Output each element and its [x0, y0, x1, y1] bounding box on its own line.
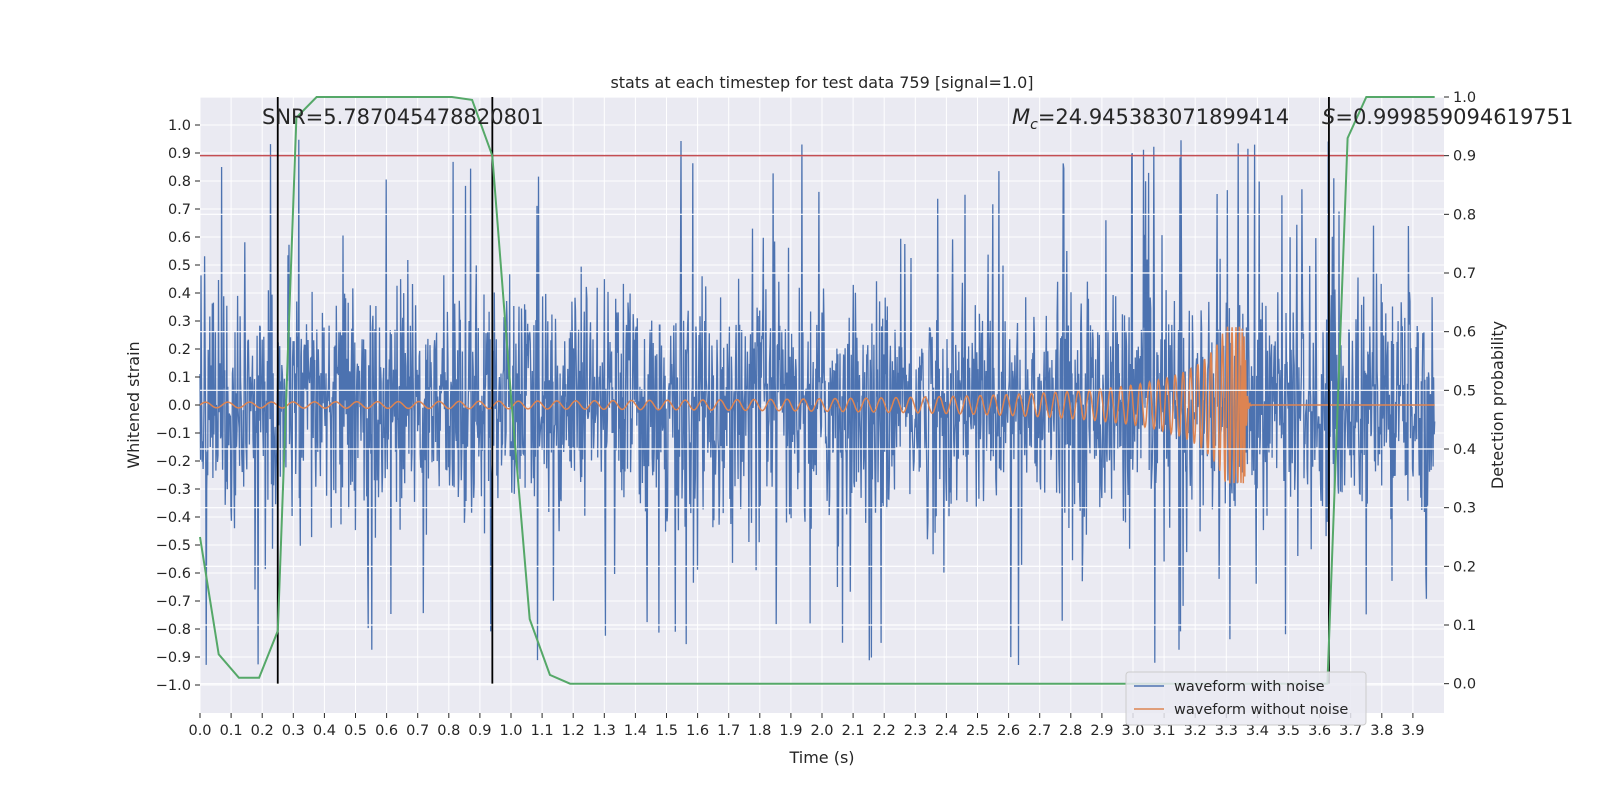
y-tick-label-7: 0.3: [168, 314, 191, 330]
x-tick-label-38: 3.8: [1370, 723, 1393, 739]
x-tick-label-12: 1.2: [562, 723, 585, 739]
y-tick-label-10: 0.0: [168, 398, 191, 414]
y-tick-label-20: −1.0: [156, 678, 191, 694]
y-tick-label-12: −0.2: [156, 454, 191, 470]
x-tick-label-18: 1.8: [748, 723, 771, 739]
chirp-mass-symbol: M: [1012, 105, 1030, 129]
x-tick-label-1: 0.1: [220, 723, 243, 739]
series-waveform-without-noise: [199, 326, 1435, 484]
y-tick-label-16: −0.6: [156, 566, 191, 582]
x-tick-label-5: 0.5: [344, 723, 367, 739]
x-tick-label-9: 0.9: [468, 723, 491, 739]
y-tick-label-14: −0.4: [156, 510, 191, 526]
series-detection-probability: [199, 96, 1435, 685]
x-tick-label-22: 2.2: [873, 723, 896, 739]
y-right-tick-label-5: 0.5: [1453, 383, 1476, 399]
y-tick-label-2: 0.8: [168, 174, 191, 190]
x-tick-label-2: 0.2: [251, 723, 274, 739]
x-tick-label-23: 2.3: [904, 723, 927, 739]
y-tick-label-15: −0.5: [156, 538, 191, 554]
overlay-lines: [199, 96, 1444, 685]
x-tick-label-28: 2.8: [1059, 723, 1082, 739]
x-tick-label-36: 3.6: [1308, 723, 1331, 739]
x-tick-label-20: 2.0: [810, 723, 833, 739]
x-axis-label: Time (s): [788, 748, 854, 767]
chirp-mass-subscript: c: [1030, 117, 1038, 133]
y-tick-label-11: −0.1: [156, 426, 191, 442]
x-tick-label-37: 3.7: [1339, 723, 1362, 739]
x-tick-label-16: 1.6: [686, 723, 709, 739]
x-tick-label-19: 1.9: [779, 723, 802, 739]
x-tick-label-4: 0.4: [313, 723, 336, 739]
y-right-tick-label-0: 1.0: [1453, 90, 1476, 106]
y-tick-label-17: −0.7: [156, 594, 191, 610]
x-tick-label-25: 2.5: [966, 723, 989, 739]
chirp-mass-annotation: Mc=24.945383071899414: [1012, 105, 1289, 133]
legend-label-noisy: waveform with noise: [1174, 679, 1325, 695]
x-tick-label-11: 1.1: [531, 723, 554, 739]
x-tick-label-7: 0.7: [406, 723, 429, 739]
y-right-tick-label-1: 0.9: [1453, 149, 1476, 165]
y-tick-label-1: 0.9: [168, 146, 191, 162]
x-tick-label-26: 2.6: [997, 723, 1020, 739]
chirp-mass-value: =24.945383071899414: [1038, 105, 1289, 129]
y-right-axis-label: Detection probability: [1488, 321, 1507, 489]
s-annotation: S=0.999859094619751: [1322, 105, 1573, 129]
data-series: [199, 139, 1436, 666]
x-tick-label-31: 3.1: [1153, 723, 1176, 739]
y-tick-label-0: 1.0: [168, 118, 191, 134]
x-tick-label-29: 2.9: [1090, 723, 1113, 739]
x-tick-label-17: 1.7: [717, 723, 740, 739]
y-tick-label-4: 0.6: [168, 230, 191, 246]
snr-annotation: SNR=5.787045478820801: [262, 105, 544, 129]
x-tick-label-32: 3.2: [1184, 723, 1207, 739]
y-tick-label-13: −0.3: [156, 482, 191, 498]
y-right-tick-label-6: 0.4: [1453, 442, 1476, 458]
y-tick-label-9: 0.1: [168, 370, 191, 386]
y-right-tick-label-10: 0.0: [1453, 677, 1476, 693]
x-tick-label-24: 2.4: [935, 723, 958, 739]
chart-title: stats at each timestep for test data 759…: [610, 73, 1033, 92]
y-tick-label-5: 0.5: [168, 258, 191, 274]
x-tick-label-21: 2.1: [842, 723, 865, 739]
x-tick-label-13: 1.3: [593, 723, 616, 739]
x-tick-label-39: 3.9: [1401, 723, 1424, 739]
y-axis-label: Whitened strain: [124, 341, 143, 468]
x-tick-label-27: 2.7: [1028, 723, 1051, 739]
x-tick-label-0: 0.0: [188, 723, 211, 739]
x-tick-label-10: 1.0: [499, 723, 522, 739]
vertical-markers: [276, 97, 1330, 684]
y-right-tick-label-2: 0.8: [1453, 207, 1476, 223]
x-tick-label-34: 3.4: [1246, 723, 1269, 739]
x-tick-label-3: 0.3: [282, 723, 305, 739]
y-right-tick-label-7: 0.3: [1453, 501, 1476, 517]
y-right-tick-label-9: 0.1: [1453, 618, 1476, 634]
y-tick-label-6: 0.4: [168, 286, 191, 302]
y-right-tick-label-3: 0.7: [1453, 266, 1476, 282]
legend: waveform with noise waveform without noi…: [1125, 671, 1367, 726]
x-tick-label-35: 3.5: [1277, 723, 1300, 739]
x-tick-label-6: 0.6: [375, 723, 398, 739]
x-tick-label-30: 3.0: [1121, 723, 1144, 739]
legend-box: [1125, 671, 1367, 726]
y-tick-label-19: −0.9: [156, 650, 191, 666]
x-tick-label-14: 1.4: [624, 723, 647, 739]
y-tick-label-3: 0.7: [168, 202, 191, 218]
y-right-tick-label-4: 0.6: [1453, 325, 1476, 341]
y-tick-label-8: 0.2: [168, 342, 191, 358]
s-value: =0.999859094619751: [1335, 105, 1573, 129]
x-tick-label-33: 3.3: [1215, 723, 1238, 739]
x-tick-label-8: 0.8: [437, 723, 460, 739]
y-tick-label-18: −0.8: [156, 622, 191, 638]
x-tick-label-15: 1.5: [655, 723, 678, 739]
legend-label-clean: waveform without noise: [1174, 702, 1348, 718]
axes: 0.0 0.1 0.2 0.3 0.4 0.5 0.6 0.7 0.8 0.9 1.0 1.1 1.2 1…: [156, 90, 1476, 739]
s-symbol: S: [1322, 105, 1335, 129]
y-right-tick-label-8: 0.2: [1453, 559, 1476, 575]
